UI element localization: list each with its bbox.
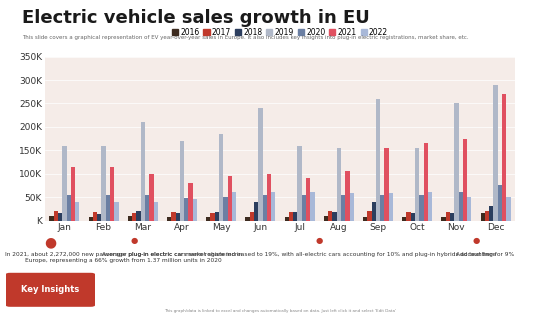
Bar [232, 192, 236, 220]
Bar [419, 195, 424, 220]
Text: ●: ● [131, 236, 138, 244]
Bar [446, 212, 450, 220]
Bar [380, 195, 385, 220]
Bar [141, 122, 145, 220]
Bar [228, 176, 232, 220]
Bar [49, 216, 54, 220]
Bar [289, 212, 293, 220]
Bar [211, 213, 214, 220]
Bar [145, 195, 150, 220]
Bar [463, 139, 467, 220]
Bar [341, 195, 346, 220]
Bar [441, 217, 446, 220]
Bar [498, 186, 502, 220]
Bar [467, 197, 472, 220]
Bar [153, 202, 158, 220]
Bar [110, 167, 114, 220]
Legend: 2016, 2017, 2018, 2019, 2020, 2021, 2022: 2016, 2017, 2018, 2019, 2020, 2021, 2022 [169, 25, 391, 40]
Text: ●: ● [316, 236, 323, 244]
Bar [58, 214, 62, 220]
Bar [258, 108, 263, 220]
Bar [450, 214, 454, 220]
Text: Average plug-in electric car market share increased to 19%, with all-electric ca: Average plug-in electric car market shar… [102, 252, 514, 257]
Bar [302, 195, 306, 220]
Text: Add text here: Add text here [456, 252, 496, 257]
Text: This slide covers a graphical representation of EV year-over-year sales in Europ: This slide covers a graphical representa… [22, 35, 469, 40]
Bar [132, 214, 136, 220]
Text: Key Insights: Key Insights [21, 285, 80, 294]
Bar [402, 217, 407, 220]
Bar [337, 148, 341, 220]
Bar [214, 212, 219, 220]
Bar [136, 211, 141, 220]
Bar [54, 211, 58, 220]
Text: Plug- In Electric Vehicle Sales in Europe: Plug- In Electric Vehicle Sales in Europ… [156, 42, 404, 52]
Bar [346, 171, 349, 220]
Bar [193, 199, 197, 220]
Bar [454, 104, 459, 220]
Bar [167, 217, 171, 220]
Bar [324, 216, 328, 220]
Bar [75, 202, 80, 220]
FancyBboxPatch shape [6, 273, 95, 307]
Bar [62, 146, 67, 220]
Bar [267, 174, 271, 220]
Bar [415, 148, 419, 220]
Bar [88, 217, 93, 220]
Bar [284, 217, 289, 220]
Bar [245, 217, 250, 220]
Bar [459, 192, 463, 220]
Bar [254, 202, 258, 220]
Bar [206, 217, 211, 220]
Bar [101, 146, 106, 220]
Bar [332, 212, 337, 220]
Bar [71, 167, 75, 220]
Bar [93, 212, 97, 220]
Bar [150, 174, 153, 220]
Bar [263, 195, 267, 220]
Bar [97, 215, 101, 220]
Bar [250, 212, 254, 220]
Text: In 2021, about 2,272,000 new passenger plug-in electric cars were registered in : In 2021, about 2,272,000 new passenger p… [4, 252, 242, 263]
Bar [480, 214, 485, 220]
Bar [328, 211, 332, 220]
Bar [385, 148, 389, 220]
Bar [489, 206, 493, 220]
Bar [219, 134, 223, 220]
Text: ●: ● [473, 236, 479, 244]
Bar [389, 193, 393, 220]
Text: Electric vehicle sales growth in EU: Electric vehicle sales growth in EU [22, 9, 370, 27]
Bar [485, 211, 489, 220]
Bar [67, 195, 71, 220]
Text: This graph/data is linked to excel and changes automatically based on data. Just: This graph/data is linked to excel and c… [164, 309, 396, 313]
Bar [371, 202, 376, 220]
Bar [189, 183, 193, 220]
Bar [297, 146, 302, 220]
Bar [363, 217, 367, 220]
Bar [428, 192, 432, 220]
Bar [407, 212, 410, 220]
Bar [493, 85, 498, 220]
Text: ●: ● [44, 236, 57, 249]
Bar [506, 197, 511, 220]
Bar [424, 143, 428, 220]
Bar [310, 192, 315, 220]
Bar [128, 216, 132, 220]
Bar [171, 212, 175, 220]
Bar [367, 211, 371, 220]
Bar [376, 99, 380, 220]
Bar [410, 214, 415, 220]
Bar [349, 193, 354, 220]
Bar [271, 192, 276, 220]
Bar [175, 214, 180, 220]
Bar [502, 94, 506, 220]
Bar [306, 178, 310, 220]
Bar [106, 195, 110, 220]
Bar [180, 141, 184, 220]
Bar [223, 197, 228, 220]
Bar [184, 198, 189, 220]
Bar [114, 202, 119, 220]
Bar [293, 212, 297, 220]
